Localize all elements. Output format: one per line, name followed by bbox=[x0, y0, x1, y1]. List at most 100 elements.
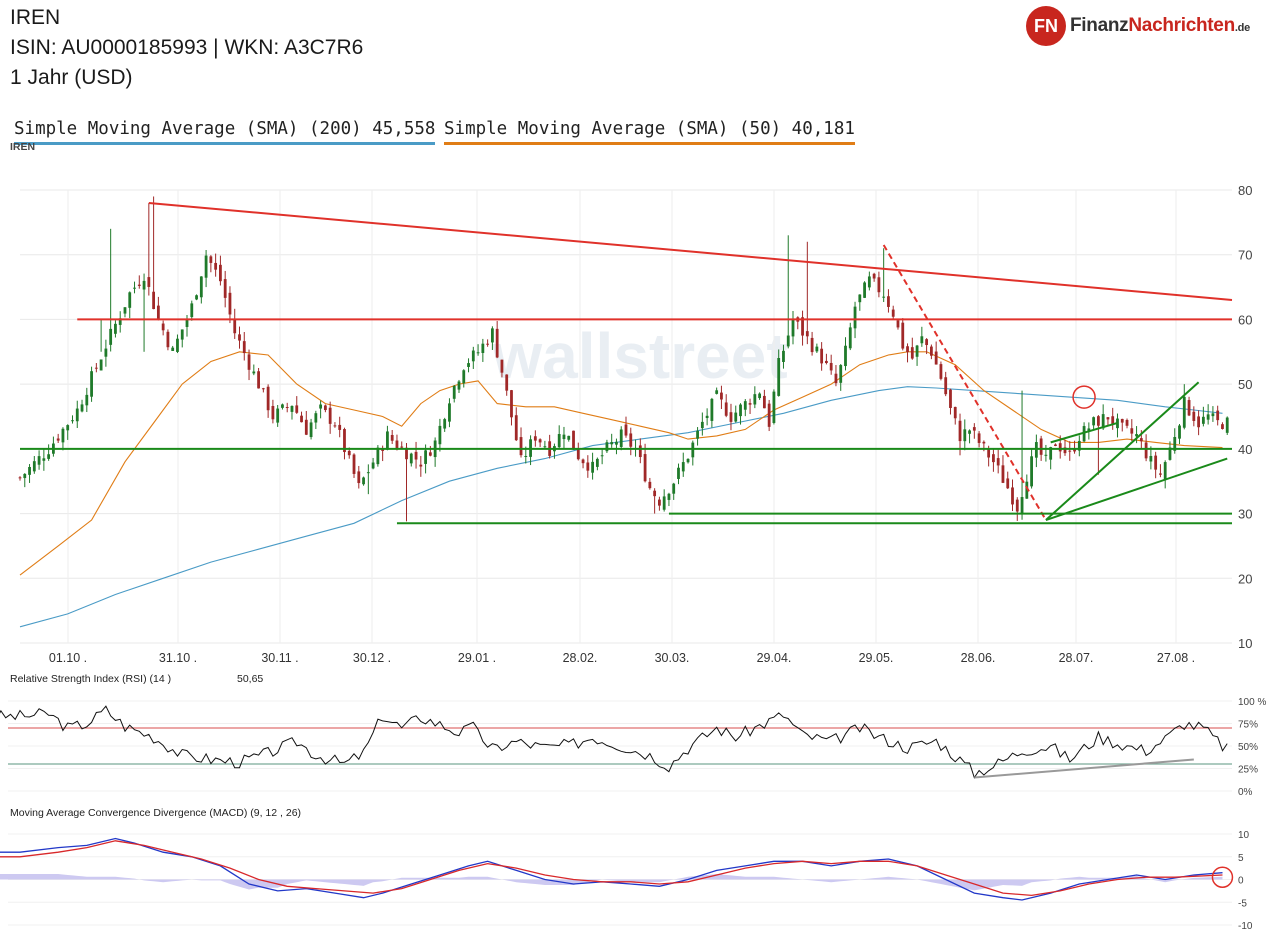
candle-body bbox=[214, 262, 218, 270]
candle-body bbox=[1096, 416, 1100, 426]
candle-body bbox=[281, 404, 284, 408]
candle bbox=[405, 443, 408, 522]
candle-body bbox=[476, 352, 480, 354]
candle bbox=[748, 398, 752, 414]
candle bbox=[791, 310, 795, 345]
candle-body bbox=[910, 347, 914, 359]
candle-body bbox=[739, 404, 742, 417]
sma50-legend[interactable]: Simple Moving Average (SMA) (50) 40,181 bbox=[444, 119, 855, 145]
candle bbox=[257, 367, 260, 389]
candle-body bbox=[156, 305, 160, 319]
candle-body bbox=[720, 392, 723, 400]
candle bbox=[247, 349, 251, 381]
candle-body bbox=[238, 334, 241, 341]
candle-body bbox=[815, 346, 819, 352]
rsi-line bbox=[0, 705, 1228, 779]
candle bbox=[42, 448, 46, 471]
candle-body bbox=[696, 430, 699, 439]
candle-body bbox=[586, 462, 590, 471]
candle bbox=[691, 440, 695, 466]
candle bbox=[929, 344, 933, 360]
candle bbox=[805, 241, 809, 345]
candle bbox=[1135, 426, 1138, 444]
candle bbox=[1006, 471, 1010, 490]
candle-body bbox=[610, 442, 614, 445]
candle bbox=[343, 427, 346, 460]
fn-badge-icon: FN bbox=[1026, 6, 1066, 46]
price-x-tick: 30.12 . bbox=[353, 651, 391, 665]
candle-body bbox=[901, 322, 905, 349]
candle bbox=[32, 456, 36, 474]
candle bbox=[66, 424, 70, 440]
candle-body bbox=[338, 424, 342, 430]
candle-body bbox=[891, 309, 895, 317]
candle bbox=[395, 434, 399, 451]
price-x-tick: 28.02. bbox=[563, 651, 598, 665]
sma200-legend[interactable]: Simple Moving Average (SMA) (200) 45,558 bbox=[14, 119, 436, 145]
candle bbox=[1197, 410, 1200, 436]
candle-body bbox=[295, 405, 299, 413]
candle bbox=[672, 482, 676, 500]
candle-body bbox=[805, 331, 809, 337]
candle bbox=[18, 476, 22, 481]
candle bbox=[1111, 407, 1115, 430]
candle-body bbox=[109, 328, 113, 345]
candle bbox=[1168, 441, 1172, 461]
candle-body bbox=[166, 331, 170, 348]
candle-body bbox=[624, 424, 628, 436]
candle-body bbox=[595, 458, 599, 467]
candle bbox=[648, 477, 652, 490]
candle bbox=[715, 387, 719, 395]
candle bbox=[1221, 422, 1224, 430]
candle-body bbox=[944, 377, 948, 395]
candle-body bbox=[118, 318, 122, 325]
candle bbox=[586, 455, 590, 478]
candle bbox=[1020, 390, 1024, 520]
candle-body bbox=[1163, 462, 1167, 480]
candle bbox=[433, 437, 437, 467]
candle bbox=[99, 319, 103, 371]
candle-body bbox=[285, 406, 289, 408]
candle-body bbox=[953, 406, 957, 419]
candle-body bbox=[1201, 416, 1205, 424]
candle bbox=[300, 411, 303, 423]
candle-body bbox=[1044, 454, 1048, 456]
candle-body bbox=[123, 307, 127, 314]
candle bbox=[658, 496, 661, 511]
candle bbox=[314, 410, 318, 430]
candle-body bbox=[343, 429, 346, 453]
candle bbox=[767, 399, 771, 432]
candle-body bbox=[867, 276, 871, 288]
trendline bbox=[1045, 457, 1228, 521]
candle bbox=[910, 337, 914, 360]
candle bbox=[1001, 455, 1005, 484]
candle bbox=[252, 364, 256, 376]
candle-body bbox=[753, 394, 757, 405]
candle-body bbox=[314, 413, 318, 423]
candle bbox=[271, 399, 275, 424]
candle-body bbox=[94, 367, 98, 369]
candle-body bbox=[638, 445, 642, 458]
price-y-tick: 80 bbox=[1238, 183, 1252, 198]
candle bbox=[825, 353, 828, 365]
candle bbox=[624, 416, 628, 438]
candle bbox=[572, 430, 575, 450]
candle bbox=[734, 405, 738, 423]
candle-body bbox=[691, 442, 695, 458]
candle bbox=[519, 427, 523, 458]
candle bbox=[533, 430, 537, 447]
candle bbox=[514, 407, 518, 442]
candle-body bbox=[844, 345, 847, 367]
finanznachrichten-logo[interactable]: FN FinanzNachrichten.de bbox=[1026, 6, 1276, 50]
candle bbox=[448, 398, 451, 428]
candle bbox=[1034, 434, 1038, 468]
candle bbox=[1154, 451, 1158, 479]
candle bbox=[414, 441, 418, 469]
candle bbox=[1073, 440, 1076, 454]
candle-body bbox=[276, 408, 280, 423]
candle-body bbox=[958, 420, 962, 442]
candle bbox=[1149, 446, 1153, 470]
candle-body bbox=[75, 408, 79, 422]
price-circle-marker bbox=[1072, 385, 1096, 409]
candle bbox=[915, 344, 919, 366]
